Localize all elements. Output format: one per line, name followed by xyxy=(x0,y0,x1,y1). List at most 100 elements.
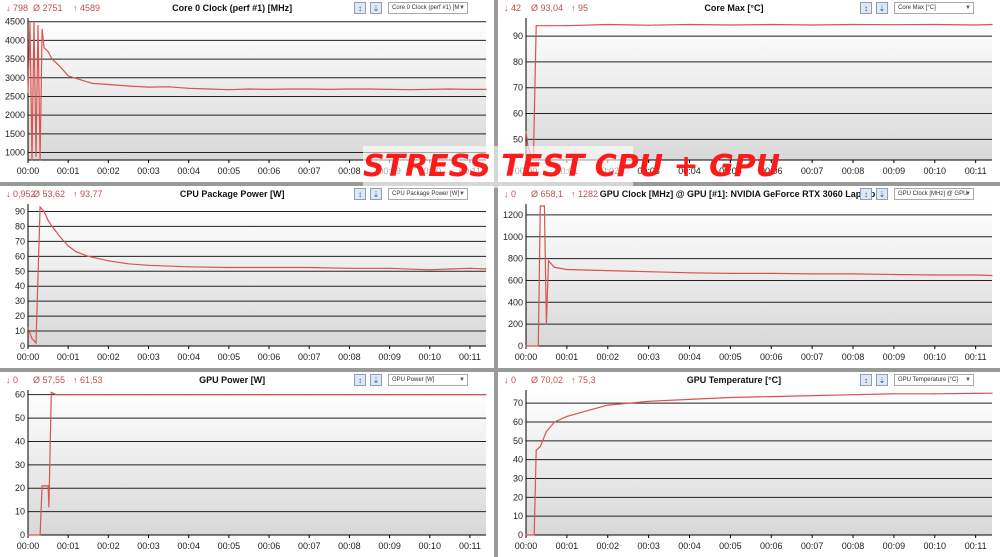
zoom-in-icon[interactable]: ↕ xyxy=(354,374,366,386)
panel-header: ↓ 0 Ø 658,1 ↑ 1282 GPU Clock [MHz] @ GPU [#… xyxy=(498,186,1000,203)
sensor-select[interactable]: GPU Temperature [°C] ▼ xyxy=(894,374,974,386)
zoom-in-icon[interactable]: ↕ xyxy=(354,2,366,14)
x-tick-label: 00:03 xyxy=(137,352,160,362)
sensor-select-label: GPU Clock [MHz] @ GPU xyxy=(898,191,968,197)
data-point xyxy=(429,269,431,271)
data-point xyxy=(41,485,43,487)
scale-icon[interactable]: ⇣ xyxy=(370,188,382,200)
y-tick-label: 200 xyxy=(508,319,523,329)
data-point xyxy=(388,394,391,396)
plot-area xyxy=(28,390,486,535)
chart-title: Core Max [°C] xyxy=(704,3,764,13)
data-point xyxy=(770,23,772,26)
data-point xyxy=(893,24,895,26)
y-tick-label: 30 xyxy=(15,296,25,306)
data-point xyxy=(47,51,49,53)
data-point xyxy=(729,272,731,274)
data-point xyxy=(47,485,49,487)
sensor-select[interactable]: CPU Package Power [W] ▼ xyxy=(388,188,468,200)
chart-panel-gputemp: ↓ 0 Ø 70,02 ↑ 75,3 GPU Temperature [°C] ↕ ⇣ GP… xyxy=(498,372,1000,557)
panel-header: ↓ 0 Ø 57,55 ↑ 61,53 GPU Power [W] ↕ ⇣ GPU Powe… xyxy=(0,372,494,389)
stat-max: ↑ 93,77 xyxy=(73,189,103,199)
y-tick-label: 3500 xyxy=(5,54,25,64)
y-tick-label: 600 xyxy=(508,275,523,285)
y-tick-label: 3000 xyxy=(5,73,25,83)
x-tick-label: 00:08 xyxy=(842,541,865,551)
data-point xyxy=(27,534,29,536)
scale-icon[interactable]: ⇣ xyxy=(876,374,888,386)
zoom-in-icon[interactable]: ↕ xyxy=(354,188,366,200)
x-tick-label: 00:00 xyxy=(17,166,40,176)
x-tick-label: 00:09 xyxy=(378,541,401,551)
scale-icon[interactable]: ⇣ xyxy=(876,2,888,14)
data-point xyxy=(31,159,33,161)
chart-title: CPU Package Power [W] xyxy=(179,189,285,199)
chart-title: Core 0 Clock (perf #1) [MHz] xyxy=(172,3,293,13)
stat-max: ↑ 75,3 xyxy=(571,375,596,385)
chevron-down-icon: ▼ xyxy=(459,5,465,11)
data-point xyxy=(368,88,371,90)
scale-icon[interactable]: ⇣ xyxy=(370,374,382,386)
data-point xyxy=(607,270,609,272)
panel-header: ↓ 0 Ø 70,02 ↑ 75,3 GPU Temperature [°C] ↕ ⇣ GP… xyxy=(498,372,1000,389)
data-point xyxy=(228,89,230,91)
x-tick-label: 00:03 xyxy=(637,166,660,176)
stat-min: ↓ 0,952 xyxy=(6,189,36,199)
scale-icon[interactable]: ⇣ xyxy=(370,2,382,14)
data-point xyxy=(43,210,45,213)
data-point xyxy=(31,337,33,340)
data-point xyxy=(308,394,310,396)
data-point xyxy=(469,267,471,269)
data-point xyxy=(147,264,150,266)
x-tick-label: 00:05 xyxy=(218,166,241,176)
data-point xyxy=(348,267,351,269)
data-point xyxy=(688,272,691,274)
zoom-in-icon[interactable]: ↕ xyxy=(860,2,872,14)
chart-panel-core0clock: ↓ 798 Ø 2751 ↑ 4589 Core 0 Clock (perf #1) … xyxy=(0,0,494,182)
stat-max: ↑ 1282 xyxy=(571,189,599,199)
y-tick-label: 80 xyxy=(15,221,25,231)
data-point xyxy=(535,449,537,451)
plot-svg: 506070809000:0000:0100:0200:0300:0400:05… xyxy=(513,18,993,176)
scale-icon[interactable]: ⇣ xyxy=(876,188,888,200)
y-tick-label: 1000 xyxy=(5,148,25,158)
plot-area xyxy=(526,390,992,535)
data-point xyxy=(59,236,61,238)
data-point xyxy=(27,327,29,329)
y-tick-label: 90 xyxy=(513,31,523,41)
x-tick-label: 00:07 xyxy=(801,166,824,176)
data-point xyxy=(75,251,77,253)
data-point xyxy=(348,394,351,396)
x-tick-label: 00:07 xyxy=(801,541,824,551)
data-point xyxy=(991,274,993,277)
x-tick-label: 00:10 xyxy=(924,541,947,551)
data-point xyxy=(288,88,290,90)
y-tick-label: 0 xyxy=(518,341,523,351)
zoom-in-icon[interactable]: ↕ xyxy=(860,188,872,200)
x-tick-label: 00:05 xyxy=(719,166,742,176)
data-point xyxy=(429,394,431,396)
sensor-select-label: GPU Temperature [°C] xyxy=(898,377,958,383)
data-point xyxy=(991,392,993,394)
sensor-select[interactable]: GPU Clock [MHz] @ GPU ▼ xyxy=(894,188,974,200)
data-point xyxy=(566,25,568,27)
x-tick-label: 00:04 xyxy=(678,541,701,551)
data-point xyxy=(770,395,772,398)
data-point xyxy=(934,274,936,276)
sensor-select[interactable]: Core 0 Clock (perf #1) [M ▼ xyxy=(388,2,468,14)
stat-max: ↑ 61,53 xyxy=(73,375,103,385)
data-point xyxy=(547,260,550,262)
data-point xyxy=(188,87,190,89)
data-point xyxy=(485,268,487,270)
x-tick-label: 00:02 xyxy=(97,166,120,176)
data-point xyxy=(127,85,130,87)
data-point xyxy=(852,394,854,396)
zoom-in-icon[interactable]: ↕ xyxy=(860,374,872,386)
sensor-select[interactable]: Core Max [°C] ▼ xyxy=(894,2,974,14)
x-tick-label: 00:04 xyxy=(177,166,200,176)
sensor-select[interactable]: GPU Power [W] ▼ xyxy=(388,374,468,386)
data-point xyxy=(35,342,37,344)
data-point xyxy=(67,394,69,396)
x-tick-label: 00:08 xyxy=(338,352,361,362)
x-tick-label: 00:06 xyxy=(760,541,783,551)
